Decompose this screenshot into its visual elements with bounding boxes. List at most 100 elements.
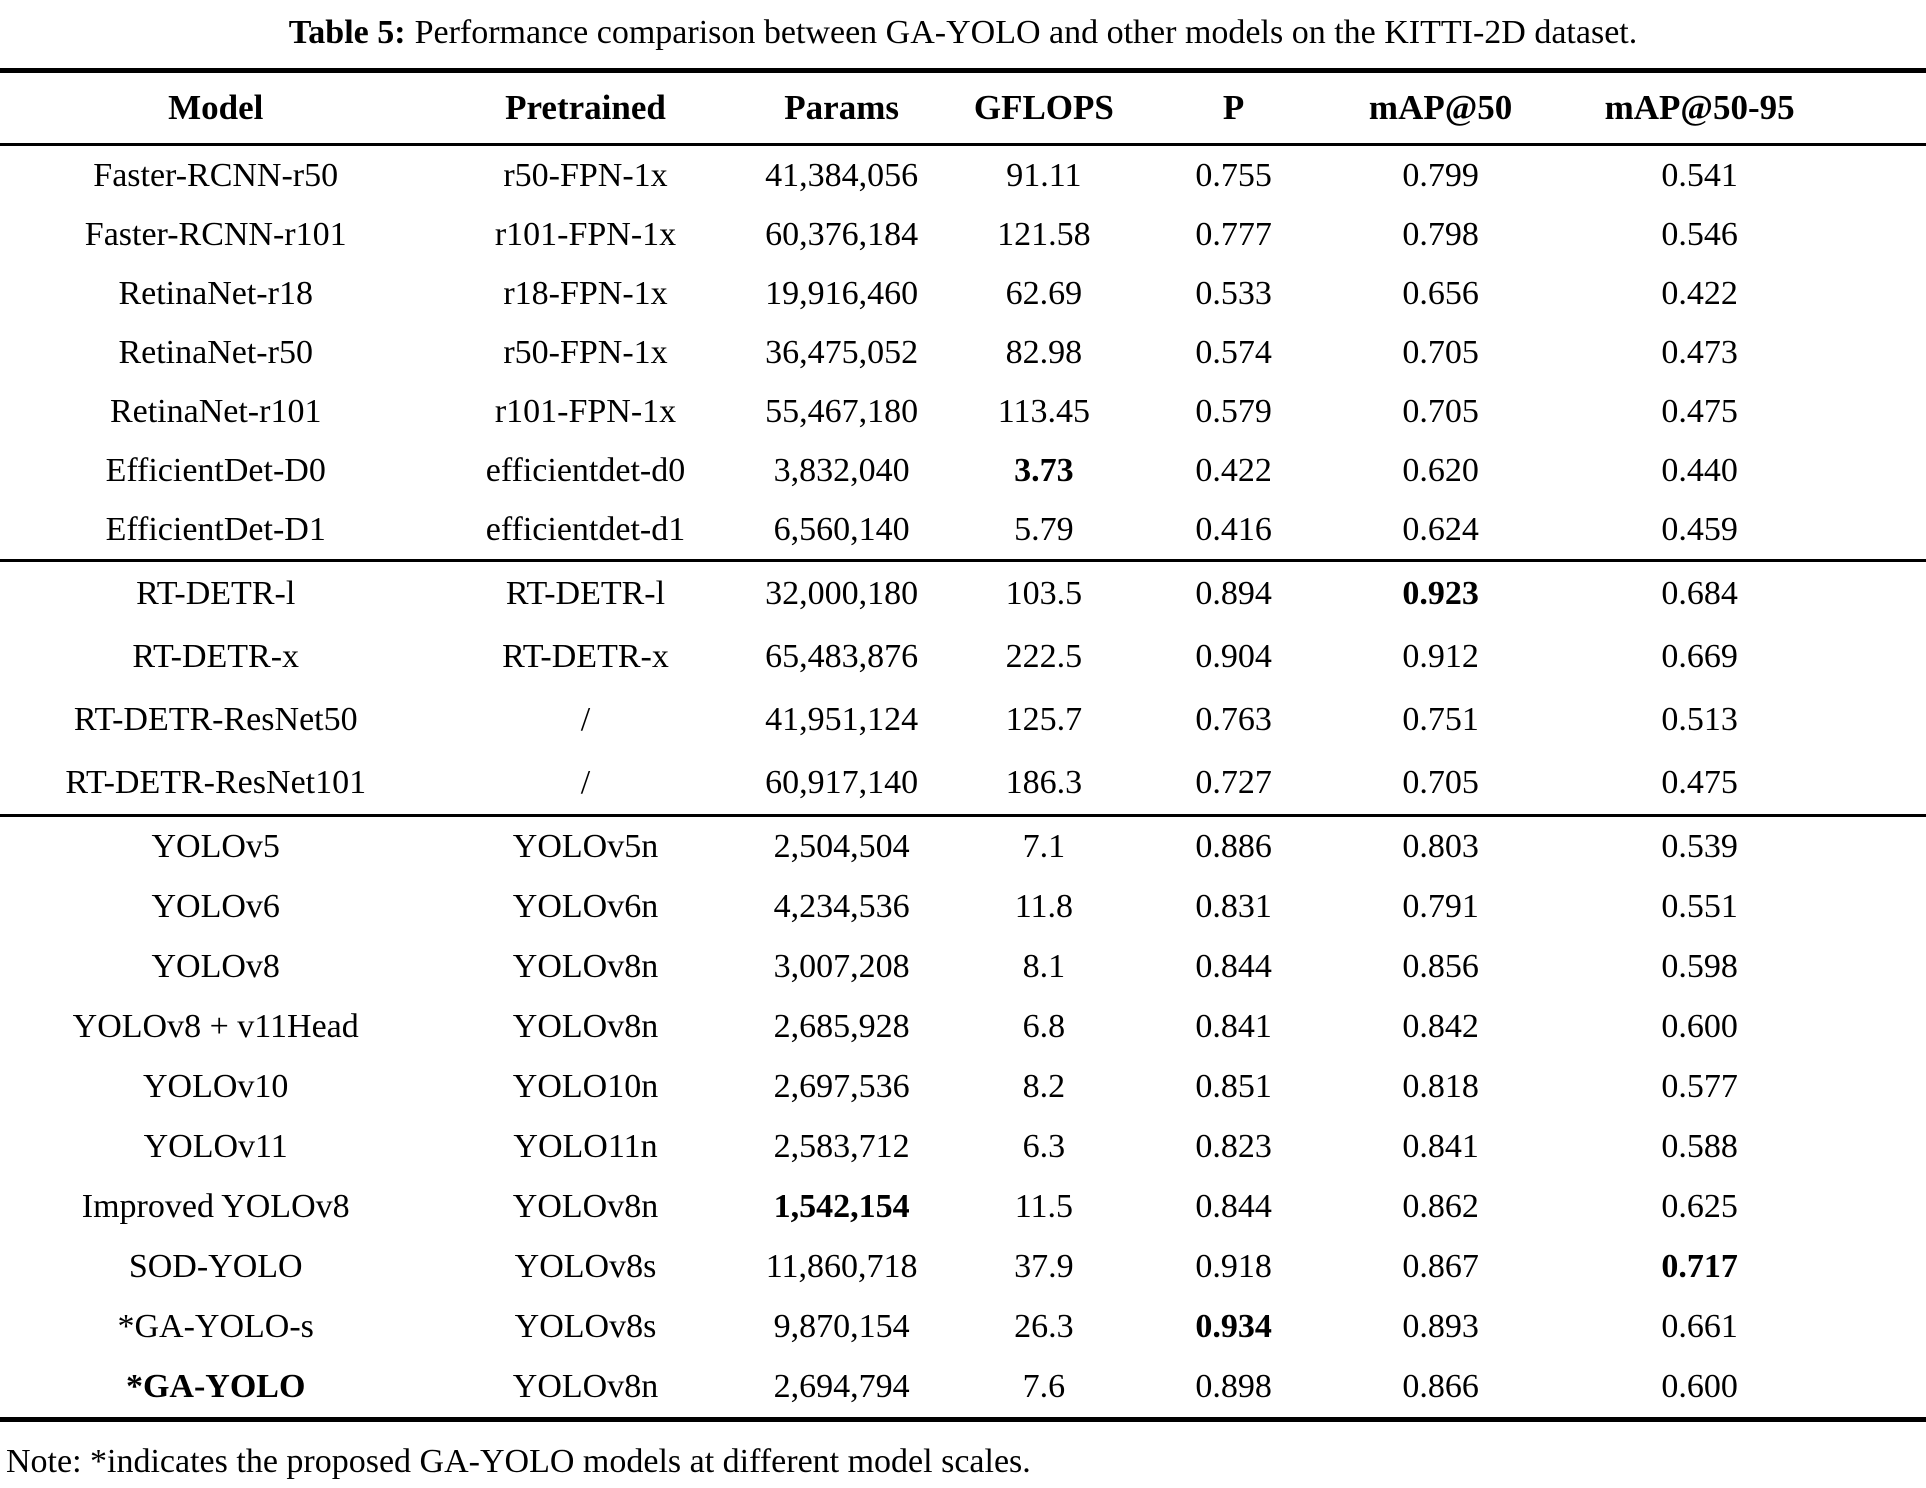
table-cell: 11.5 [1014,1188,1073,1225]
table-cell: 8.2 [1022,1068,1066,1105]
table-cell: 0.717 [1661,1248,1738,1285]
table-group-3: YOLOv5 YOLOv5n 2,504,504 7.1 0.886 0.803 0.539… [0,816,1926,1420]
table-cell: 113.45 [997,392,1090,430]
table-cell: 8.1 [1022,948,1066,985]
table-cell: 3,007,208 [773,948,910,985]
table-group-2: RT-DETR-l RT-DETR-l 32,000,180 103.5 0.894 0.… [0,561,1926,816]
table-cell: 41,951,124 [765,700,919,738]
table-cell: YOLOv8n [512,948,659,985]
table-cell: 0.934 [1195,1308,1272,1345]
table-cell: 0.577 [1661,1068,1738,1105]
table-cell: 7.1 [1022,828,1066,865]
table-cell: RT-DETR-ResNet50 [73,700,358,738]
table-cell: 0.422 [1661,274,1738,312]
table-cell: 32,000,180 [765,574,919,612]
table-cell: 0.918 [1195,1248,1272,1285]
table-cell: 55,467,180 [765,392,919,430]
table-cell: / [580,763,591,801]
table-cell: YOLOv8s [514,1308,657,1345]
table-cell: Faster-RCNN-r50 [93,156,339,194]
table-cell: 60,917,140 [765,763,919,801]
table-cell: *GA-YOLO [125,1368,306,1405]
table-cell: 0.473 [1661,333,1738,371]
table-row: YOLOv5 YOLOv5n 2,504,504 7.1 0.886 0.803 0.539 [0,816,1926,878]
table-cell: / [580,700,591,738]
table-row: RT-DETR-x RT-DETR-x 65,483,876 222.5 0.904 0.… [0,625,1926,688]
table-row: RetinaNet-r18 r18-FPN-1x 19,916,460 62.69 0.… [0,264,1926,323]
column-header: Pretrained [505,88,666,127]
table-cell: *GA-YOLO-s [117,1308,314,1345]
table-cell: r101-FPN-1x [494,215,677,253]
table-cell: 0.513 [1661,700,1738,738]
table-cell: 0.851 [1195,1068,1272,1105]
table-cell: 0.893 [1402,1308,1479,1345]
table-cell: 0.539 [1661,828,1738,865]
table-cell: 3.73 [1014,451,1074,489]
column-header: Model [168,88,264,127]
table-cell: 36,475,052 [765,333,919,371]
table-cell: 11.8 [1014,888,1073,925]
table-cell: 0.440 [1661,451,1738,489]
table-cell: 6,560,140 [773,510,910,548]
table-cell: 0.791 [1402,888,1479,925]
table-cell: 0.661 [1661,1308,1738,1345]
table-row: Improved YOLOv8 YOLOv8n 1,542,154 11.5 0.844… [0,1177,1926,1237]
table-cell: YOLOv5 [151,828,280,865]
table-cell: 0.823 [1195,1128,1272,1165]
table-row: EfficientDet-D1 efficientdet-d1 6,560,140 5… [0,500,1926,561]
table-cell: 2,694,794 [773,1368,910,1405]
table-cell: 0.684 [1661,574,1738,612]
table-cell: r50-FPN-1x [503,333,668,371]
table-cell: 60,376,184 [765,215,919,253]
table-cell: 0.416 [1195,510,1272,548]
table-cell: 0.904 [1195,637,1272,675]
table-cell: 62.69 [1005,274,1083,312]
table-cell: 0.579 [1195,392,1272,430]
table-cell: YOLO11n [513,1128,658,1165]
table-cell: 0.842 [1402,1008,1479,1045]
table-cell: 0.867 [1402,1248,1479,1285]
table-cell: RT-DETR-l [505,574,666,612]
table-cell: 0.546 [1661,215,1738,253]
table-cell: RT-DETR-l [136,574,296,612]
table-row: YOLOv11 YOLO11n 2,583,712 6.3 0.823 0.841 0.58… [0,1117,1926,1177]
table-cell: 125.7 [1005,700,1083,738]
table-cell: 11,860,718 [765,1248,918,1285]
table-cell: 37.9 [1014,1248,1074,1285]
table-row: YOLOv10 YOLO10n 2,697,536 8.2 0.851 0.818 0.57… [0,1057,1926,1117]
table-cell: 6.3 [1022,1128,1066,1165]
table-cell: 82.98 [1005,333,1083,371]
table-cell: 0.625 [1661,1188,1738,1225]
table-cell: 7.6 [1022,1368,1066,1405]
table-row: YOLOv8 + v11Head YOLOv8n 2,685,928 6.8 0.841… [0,997,1926,1057]
table-cell: efficientdet-d1 [485,510,686,548]
table-cell: RetinaNet-r50 [118,333,313,371]
table-row: RT-DETR-l RT-DETR-l 32,000,180 103.5 0.894 0.… [0,561,1926,626]
table-cell: 2,685,928 [773,1008,910,1045]
table-cell: 6.8 [1022,1008,1066,1045]
table-cell: r18-FPN-1x [503,274,668,312]
table-cell: 0.588 [1661,1128,1738,1165]
table-cell: 0.705 [1402,763,1479,801]
table-cell: EfficientDet-D0 [105,451,326,489]
table-row: EfficientDet-D0 efficientdet-d0 3,832,040 3… [0,441,1926,500]
table-cell: 0.818 [1402,1068,1479,1105]
table-cell: r50-FPN-1x [503,156,668,194]
table-cell: YOLO10n [512,1068,659,1105]
table-cell: r101-FPN-1x [494,392,677,430]
table-cell: RetinaNet-r18 [118,274,313,312]
table-cell: 4,234,536 [773,888,910,925]
table-row: Faster-RCNN-r50 r50-FPN-1x 41,384,056 91.11… [0,145,1926,206]
table-cell: RetinaNet-r101 [109,392,322,430]
table-cell: 0.669 [1661,637,1738,675]
table-cell: 1,542,154 [773,1188,910,1225]
table-cell: SOD-YOLO [128,1248,303,1285]
table-cell: YOLOv8n [512,1368,659,1405]
table-cell: YOLOv8n [512,1188,659,1225]
table-row: *GA-YOLO-s YOLOv8s 9,870,154 26.3 0.934 0.893… [0,1297,1926,1357]
table-cell: Improved YOLOv8 [81,1188,350,1225]
table-row: YOLOv8 YOLOv8n 3,007,208 8.1 0.844 0.856 0.598 [0,937,1926,997]
